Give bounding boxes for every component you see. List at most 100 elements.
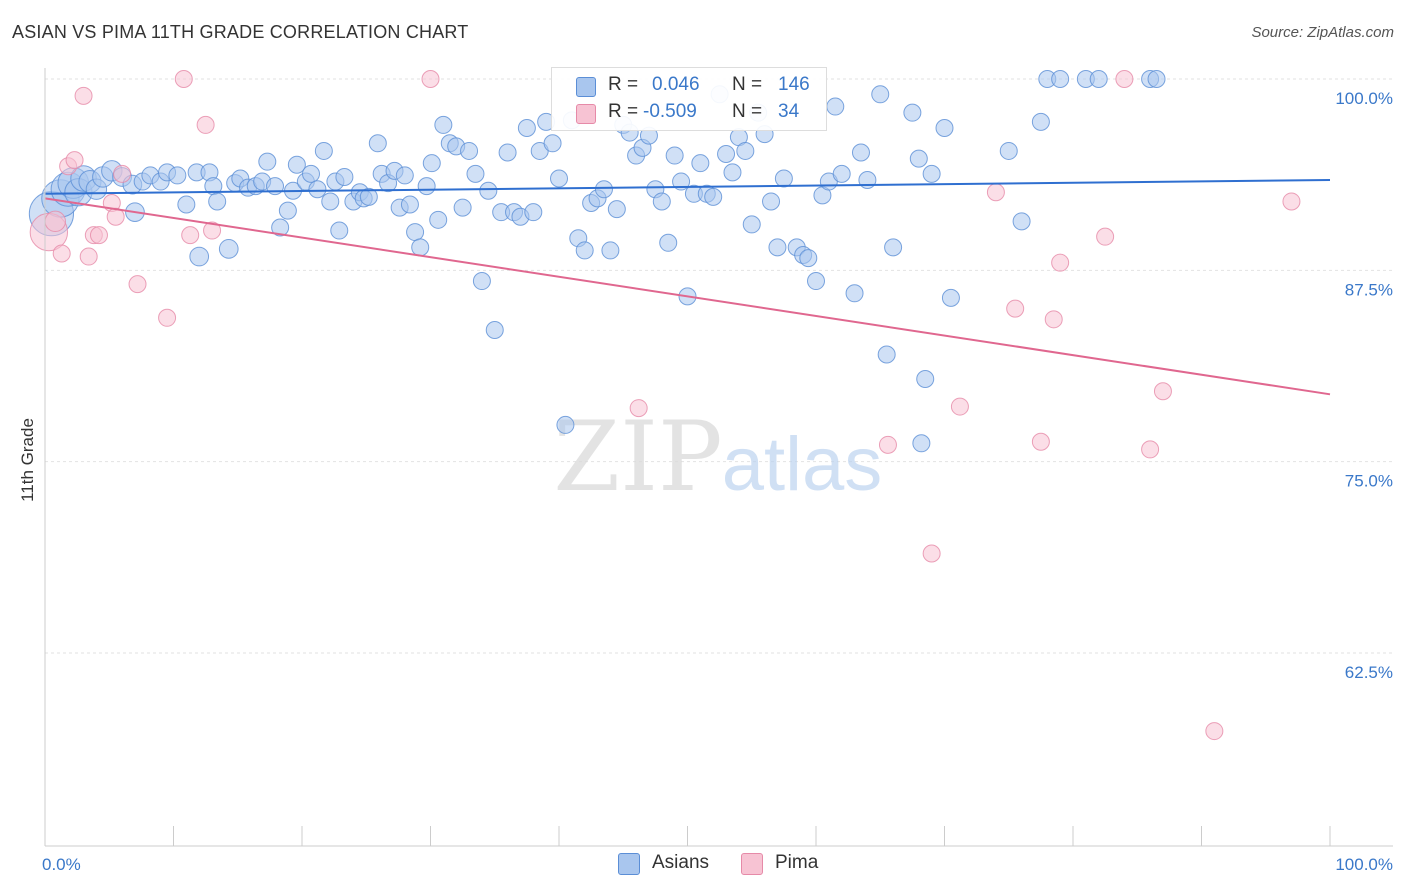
asian-point (665, 146, 684, 165)
asian-point (422, 154, 441, 173)
legend-n-value: 34 (778, 101, 800, 122)
asian-point (472, 272, 491, 291)
asian-point (208, 192, 227, 211)
asian-point (652, 192, 671, 211)
y-axis-label: 11th Grade (18, 418, 37, 502)
legend-r-value: -0.509 (643, 101, 697, 122)
pima-point (79, 247, 98, 266)
asian-point (832, 164, 851, 183)
asian-point (177, 195, 196, 214)
asian-point (601, 241, 620, 260)
asian-point (575, 241, 594, 260)
pima-point (65, 151, 84, 170)
asian-point (826, 97, 845, 116)
pima-point (1006, 299, 1025, 318)
asian-point (935, 118, 954, 137)
asian-point (594, 180, 613, 199)
asian-point (556, 415, 575, 434)
asian-point (691, 154, 710, 173)
pima-point (174, 70, 193, 88)
asian-point (999, 141, 1018, 160)
pima-point (922, 544, 941, 563)
chart-title: ASIAN VS PIMA 11TH GRADE CORRELATION CHA… (12, 22, 469, 42)
asian-point (189, 246, 210, 267)
pima-point (1205, 722, 1224, 741)
asian-point (368, 134, 387, 153)
asian-point (308, 180, 327, 199)
asian-point (607, 200, 626, 219)
asian-point (218, 239, 239, 259)
asian-point (672, 172, 691, 191)
y-tick-label: 87.5% (1345, 280, 1393, 299)
asian-point (909, 149, 928, 168)
asian-point (271, 218, 290, 237)
pima-point (158, 308, 177, 327)
asian-point (717, 145, 736, 164)
asian-point (460, 141, 479, 160)
asian-point (736, 141, 755, 160)
pima-point (52, 244, 71, 263)
asian-point (916, 370, 935, 389)
pima-point (878, 435, 897, 454)
asian-point (498, 143, 517, 162)
asian-point (799, 249, 818, 268)
legend-n-label: N = (732, 101, 763, 122)
pima-point (44, 210, 66, 233)
asian-point (941, 288, 960, 307)
watermark-atlas: atlas (722, 422, 883, 507)
asian-point (1051, 70, 1070, 88)
pima-point (196, 115, 215, 134)
pima-point (89, 226, 108, 245)
asian-point (335, 167, 354, 186)
asian-point (417, 177, 436, 196)
bottom-legend-swatch-asians (618, 853, 640, 875)
source-credit: Source: ZipAtlas.com (1251, 24, 1394, 41)
asian-point (922, 164, 941, 183)
asian-point (466, 164, 485, 183)
asian-point (517, 118, 536, 137)
asian-point (1012, 212, 1031, 231)
legend-n-value: 146 (778, 74, 810, 95)
watermark-zip: ZIP (553, 401, 722, 513)
asian-point (524, 203, 543, 222)
watermark: ZIP atlas (553, 401, 882, 513)
legend-swatch-pima (576, 104, 596, 124)
legend-r-label: R = (608, 74, 639, 95)
asian-point (485, 321, 504, 340)
asian-point (1089, 70, 1108, 88)
asian-trend-line (44, 179, 1331, 195)
bottom-legend-swatch-pima (741, 853, 763, 875)
asian-point (762, 192, 781, 211)
trend-layer (44, 179, 1331, 396)
pima-point (74, 86, 93, 105)
asian-point (453, 198, 472, 217)
pima-point (1031, 432, 1050, 451)
pima-point (1044, 310, 1063, 329)
x-tick-label: 0.0% (42, 855, 81, 874)
axis-layer: 62.5% 75.0% 87.5% 100.0% 0.0% 100.0% 11th Grad… (18, 68, 1393, 874)
pima-point (1282, 192, 1301, 211)
pima-point (128, 275, 147, 294)
legend-r-value: 0.046 (652, 74, 700, 95)
asian-point (429, 210, 448, 229)
asian-point (314, 141, 333, 160)
asian-point (278, 201, 297, 220)
pima-point (950, 397, 969, 416)
pima-point (181, 226, 200, 245)
pima-point (1115, 70, 1134, 88)
asian-point (321, 192, 340, 211)
asian-point (903, 103, 922, 122)
points-layer (28, 70, 1301, 741)
asian-point (301, 164, 320, 183)
legend-r-label: R = (608, 101, 639, 122)
asian-point (406, 223, 425, 242)
asian-point (395, 166, 414, 185)
asian-point (845, 284, 864, 303)
legend-row-asians: R = 0.046 N = 146 (552, 74, 826, 100)
bottom-legend-label-asians: Asians (652, 852, 710, 873)
asian-point (359, 187, 378, 206)
asian-point (543, 134, 562, 153)
asian-point (768, 238, 787, 257)
y-tick-label: 100.0% (1335, 89, 1393, 108)
